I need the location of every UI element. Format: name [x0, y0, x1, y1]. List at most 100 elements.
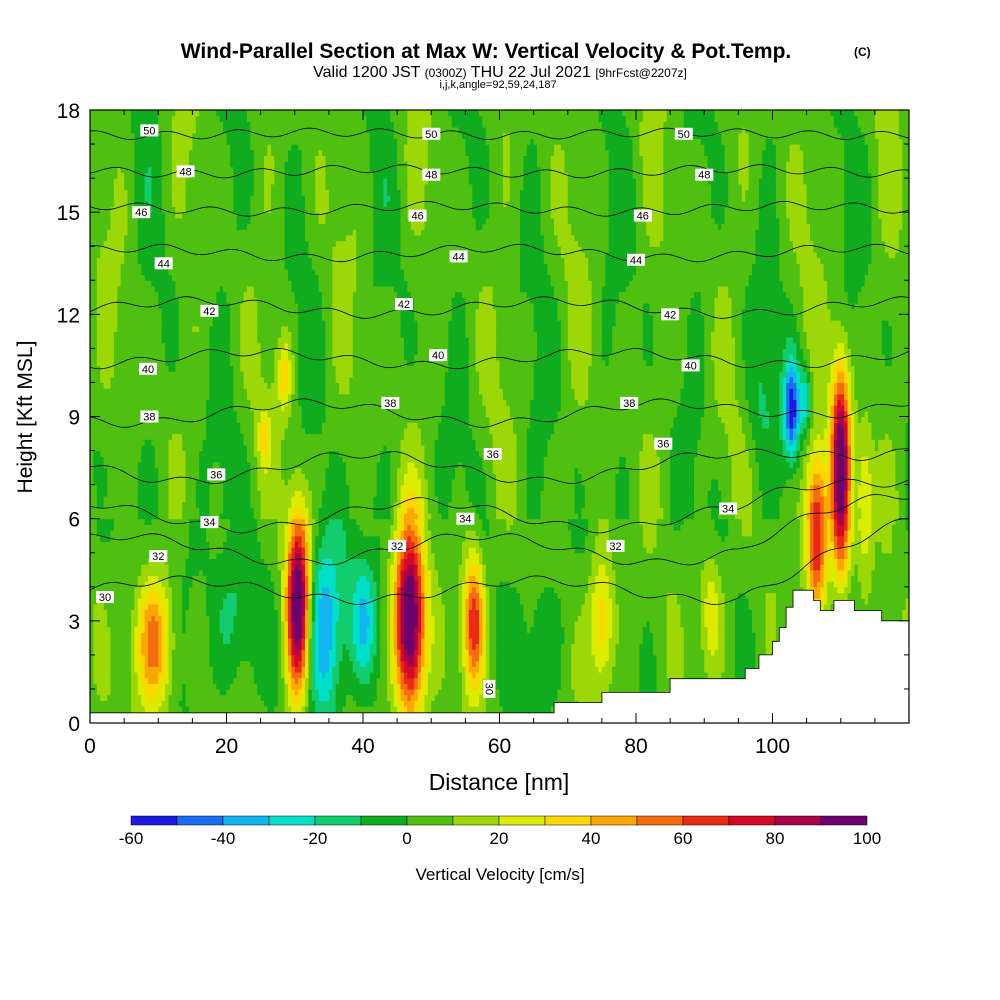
velocity-cell [468, 666, 480, 673]
velocity-cell [277, 541, 286, 548]
velocity-cell [683, 382, 705, 389]
velocity-cell [356, 234, 374, 242]
velocity-cell [850, 450, 855, 457]
velocity-cell [799, 359, 808, 367]
velocity-cell [393, 654, 398, 662]
velocity-cell [526, 620, 535, 628]
velocity-cell [434, 615, 446, 622]
velocity-cell [799, 581, 808, 588]
velocity-cell [386, 586, 391, 594]
velocity-cell [728, 183, 743, 191]
velocity-cell [281, 348, 289, 355]
velocity-cell [339, 677, 361, 684]
velocity-cell [277, 558, 286, 565]
velocity-cell [287, 654, 292, 662]
velocity-cell [291, 371, 296, 378]
velocity-cell [390, 626, 395, 633]
velocity-cell [427, 581, 432, 588]
velocity-cell [137, 495, 159, 503]
velocity-cell [397, 183, 408, 191]
velocity-cell [806, 200, 845, 208]
velocity-cell [373, 654, 381, 662]
velocity-cell [444, 626, 460, 633]
velocity-cell [489, 206, 521, 213]
velocity-cell [485, 586, 490, 594]
velocity-cell [332, 331, 354, 338]
velocity-cell [417, 325, 449, 332]
velocity-cell [315, 598, 320, 605]
velocity-cell [475, 671, 484, 679]
velocity-cell [209, 620, 221, 628]
velocity-cell [806, 490, 811, 497]
velocity-cell [608, 223, 637, 230]
velocity-cell [905, 422, 909, 429]
velocity-cell [717, 285, 729, 293]
velocity-cell [281, 439, 402, 446]
velocity-cell [461, 541, 480, 548]
velocity-cell [308, 518, 316, 525]
velocity-cell [581, 478, 617, 486]
velocity-cell [298, 376, 327, 384]
velocity-cell [540, 501, 576, 508]
velocity-cell [796, 382, 808, 389]
velocity-cell [182, 609, 187, 616]
velocity-cell [642, 530, 658, 537]
velocity-cell [304, 632, 309, 639]
velocity-cell [891, 524, 907, 531]
velocity-cell [813, 410, 828, 418]
velocity-cell [240, 427, 255, 435]
velocity-cell [472, 654, 480, 662]
velocity-cell [107, 229, 129, 236]
velocity-cell [567, 308, 593, 315]
velocity-cell [438, 569, 460, 577]
velocity-cell [137, 246, 166, 253]
velocity-cell [519, 285, 555, 293]
velocity-cell [421, 660, 426, 667]
velocity-cell [311, 507, 320, 514]
velocity-cell [250, 405, 282, 412]
velocity-cell [291, 376, 296, 384]
velocity-cell [796, 422, 801, 429]
velocity-cell [639, 649, 654, 656]
velocity-cell [468, 405, 487, 412]
velocity-cell [304, 473, 327, 480]
velocity-cell [233, 615, 279, 622]
velocity-cell [424, 200, 473, 208]
velocity-cell [560, 649, 572, 656]
velocity-cell [301, 558, 306, 565]
velocity-cell [96, 683, 112, 690]
velocity-cell [717, 405, 739, 412]
velocity-cell [96, 359, 115, 367]
velocity-cell [605, 632, 613, 639]
velocity-cell [448, 507, 477, 514]
velocity-cell [369, 643, 378, 650]
velocity-cell [158, 643, 163, 650]
velocity-cell [281, 473, 292, 480]
velocity-cell [840, 399, 845, 406]
velocity-cell [608, 234, 637, 242]
velocity-cell [274, 359, 279, 367]
velocity-cell [137, 603, 142, 611]
velocity-cell [441, 410, 470, 418]
velocity-cell [390, 478, 398, 486]
velocity-cell [656, 671, 668, 679]
velocity-cell [707, 626, 719, 633]
velocity-cell [472, 212, 490, 219]
velocity-cell [605, 660, 617, 667]
velocity-cell [130, 649, 135, 656]
velocity-cell [465, 473, 487, 480]
velocity-cell [717, 620, 726, 628]
velocity-cell [117, 285, 156, 293]
velocity-cell [479, 371, 501, 378]
velocity-cell [294, 643, 303, 650]
velocity-cell [458, 598, 463, 605]
velocity-cell [148, 694, 156, 701]
velocity-cell [830, 393, 835, 401]
velocity-cell [400, 512, 405, 520]
velocity-cell [421, 598, 426, 605]
velocity-cell [666, 609, 681, 616]
velocity-cell [833, 461, 838, 469]
velocity-cell [229, 348, 241, 355]
velocity-cell [431, 535, 466, 542]
velocity-cell [407, 575, 415, 582]
